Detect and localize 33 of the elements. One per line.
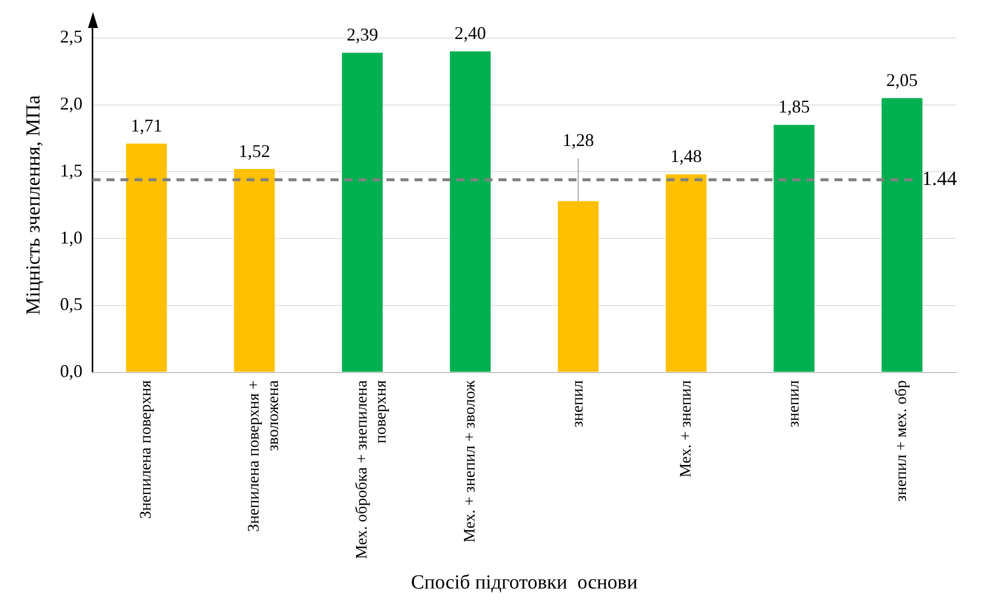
y-tick-label: 1,5 bbox=[60, 160, 82, 180]
x-tick-label: знепил bbox=[785, 380, 802, 428]
bar bbox=[882, 98, 922, 372]
x-tick-label: Знепилена поверхня bbox=[138, 380, 155, 519]
y-axis-title: Міцність зчеплення, МПа bbox=[22, 95, 44, 316]
data-label: 2,40 bbox=[454, 23, 486, 44]
y-tick-label: 1,0 bbox=[60, 227, 82, 248]
bar bbox=[774, 124, 814, 372]
x-axis-title: Спосіб підготовки основи bbox=[410, 571, 638, 594]
data-label: 2,05 bbox=[886, 70, 918, 90]
x-tick-label: Мех. обробка + знепилена поверхня bbox=[354, 380, 390, 559]
data-label: 1,48 bbox=[670, 146, 702, 166]
x-tick-label: знепил bbox=[569, 380, 586, 428]
data-label: 1,71 bbox=[130, 115, 162, 136]
y-tick-label: 0,0 bbox=[60, 361, 82, 382]
y-tick-label: 0,5 bbox=[60, 294, 82, 314]
bar bbox=[126, 144, 167, 372]
data-label: 2,39 bbox=[346, 24, 378, 44]
data-label: 1,28 bbox=[562, 130, 594, 150]
bar bbox=[342, 52, 383, 372]
x-tick-label: Мех. + знепил bbox=[677, 380, 694, 478]
x-tick-label: знепил + мех. обр bbox=[893, 380, 910, 502]
x-tick-label: Мех. + знепил + зволож bbox=[461, 379, 478, 543]
data-label: 1,52 bbox=[238, 140, 270, 161]
x-tick-label: Знепилена поверхня + зволожена bbox=[246, 380, 282, 532]
y-tick-label: 2,0 bbox=[60, 94, 82, 114]
ref-line-label: 1.44 bbox=[922, 168, 957, 190]
bar bbox=[450, 51, 491, 372]
bar bbox=[234, 169, 275, 372]
y-tick-label: 2,5 bbox=[60, 26, 82, 47]
bar bbox=[666, 174, 707, 372]
data-label: 1,85 bbox=[778, 96, 810, 117]
bar bbox=[558, 201, 599, 372]
